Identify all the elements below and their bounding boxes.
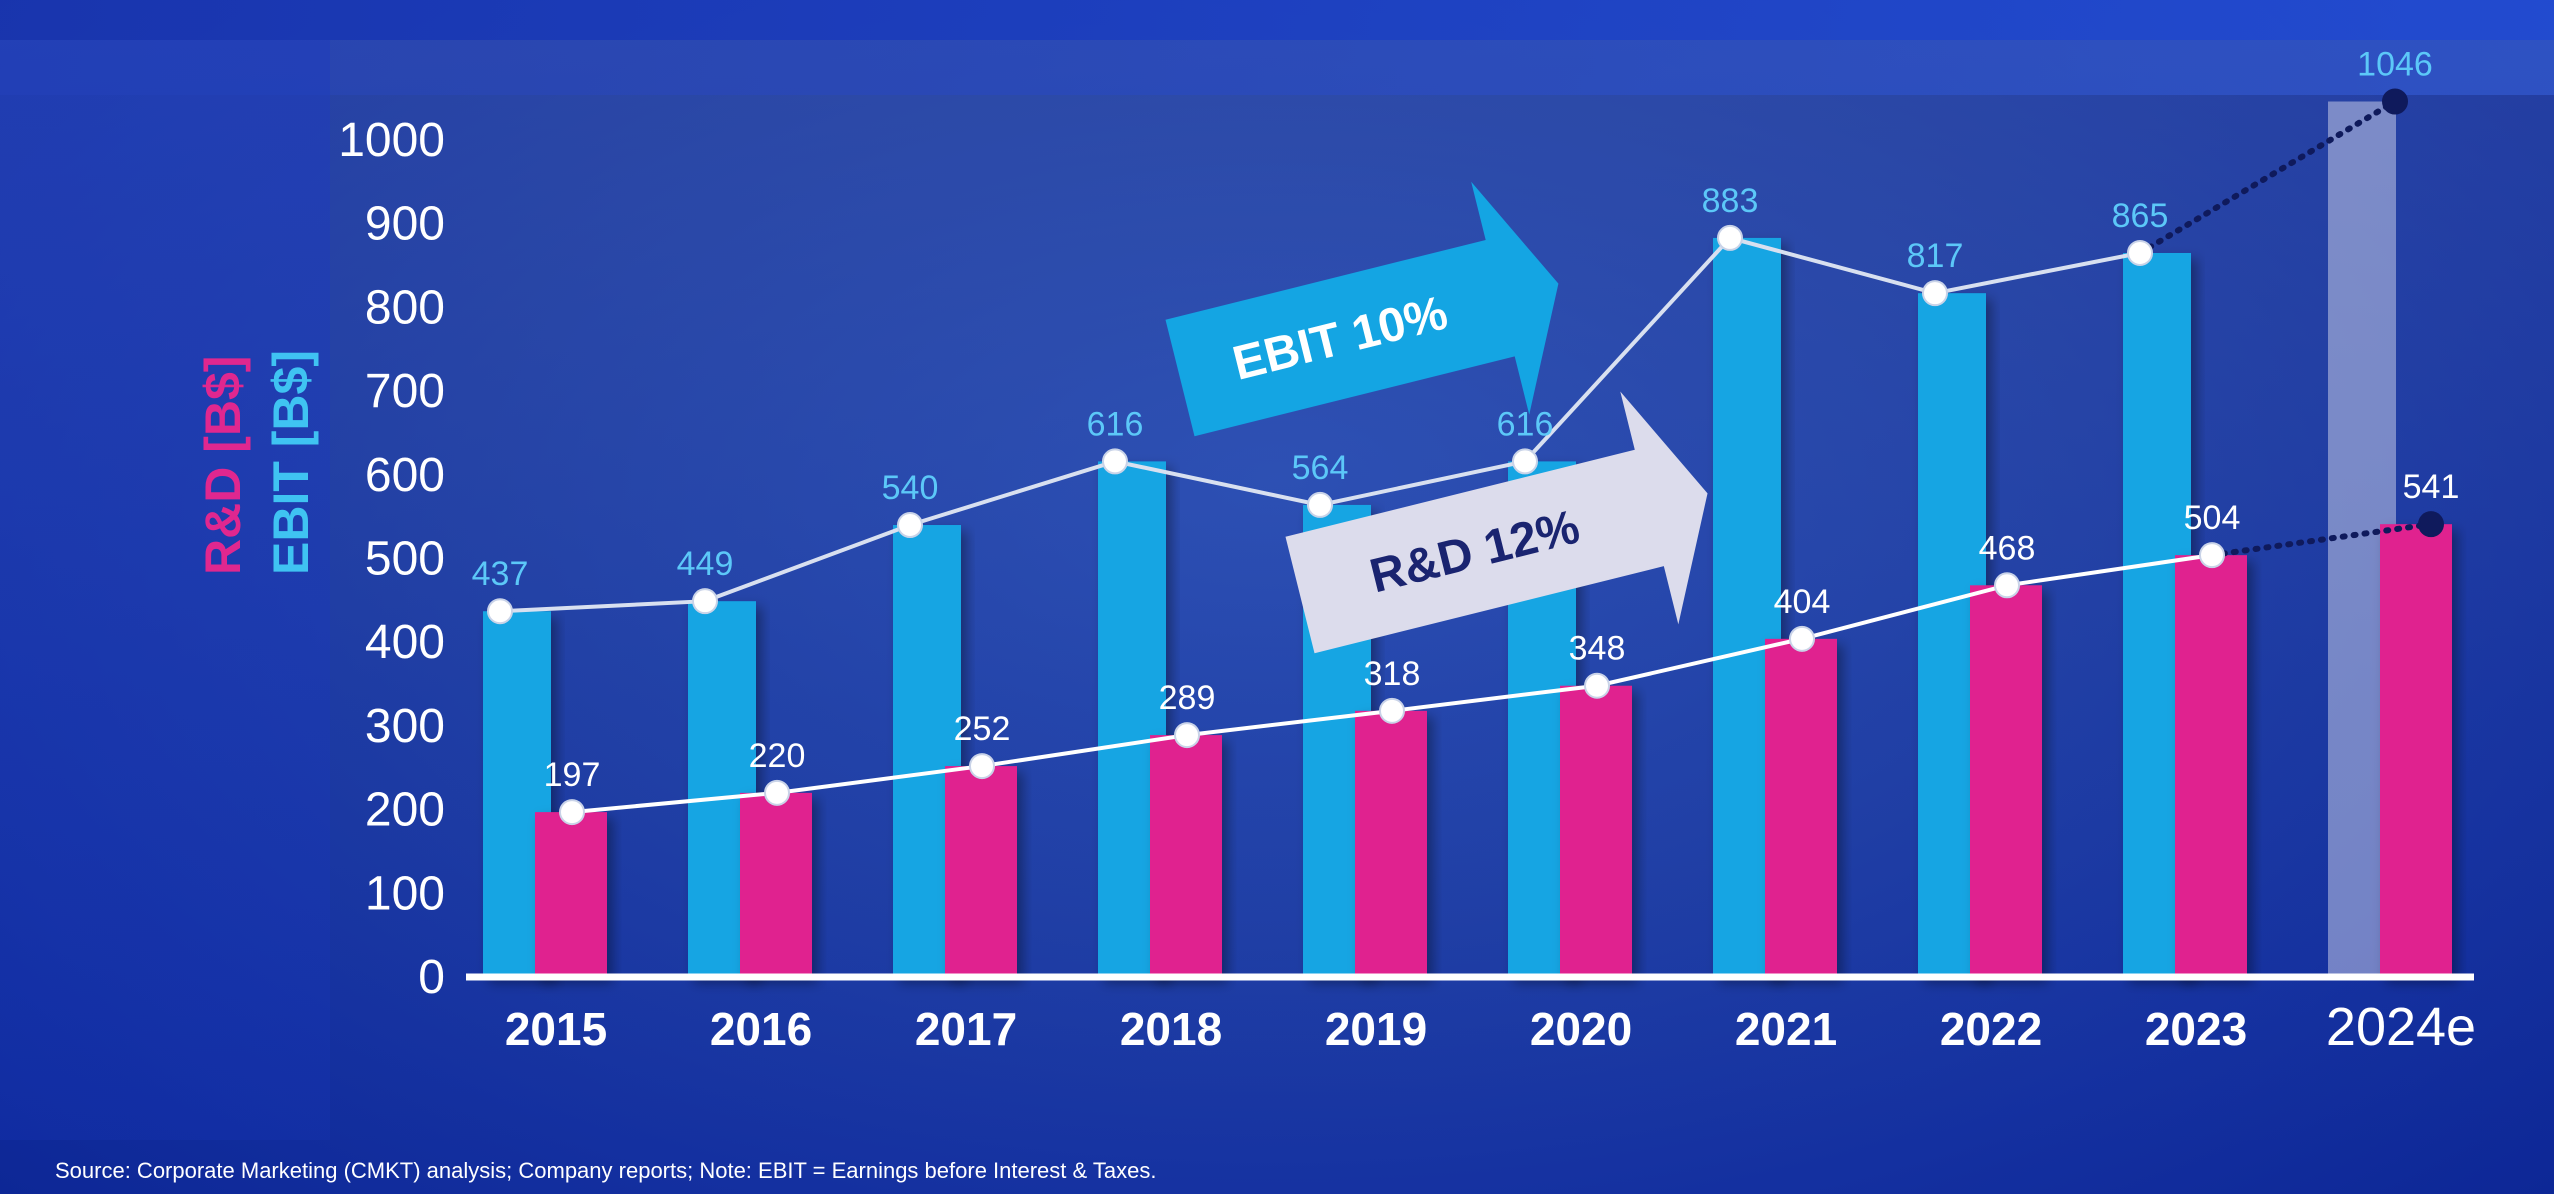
rd-data-label: 348: [1569, 630, 1626, 668]
x-tick-label: 2019: [1325, 1003, 1427, 1055]
x-tick-label: 2022: [1940, 1003, 2042, 1055]
y-tick-label: 0: [418, 951, 445, 1004]
x-tick-label: 2023: [2145, 1003, 2247, 1055]
ebit-data-label: 1046: [2357, 45, 2433, 83]
ebit-point: [1102, 448, 1128, 475]
rd-data-label: 468: [1979, 529, 2036, 567]
y-tick-label: 1000: [338, 114, 445, 167]
ebit-data-label: 817: [1907, 237, 1964, 275]
rd-growth-arrow-shape: [1285, 391, 1708, 654]
rd-point: [1584, 672, 1610, 699]
y-tick-label: 900: [365, 198, 445, 251]
ebit-point: [1307, 491, 1333, 518]
bar-rd: [945, 766, 1017, 977]
y-tick-label: 700: [365, 365, 445, 418]
bar-rd: [2380, 524, 2452, 977]
bar-rd: [1970, 585, 2042, 977]
rd-data-label: 197: [544, 756, 601, 794]
y-tick-label: 200: [365, 784, 445, 837]
y-tick-label: 800: [365, 281, 445, 334]
x-tick-label: 2016: [710, 1003, 812, 1055]
rd-point: [1379, 697, 1405, 724]
ebit-point: [2382, 88, 2408, 115]
y-axis-title-ebit: EBIT [B$]: [263, 350, 319, 575]
rd-point: [2199, 542, 2225, 569]
rd-forecast-line: [2209, 521, 2434, 559]
ebit-point: [1512, 448, 1538, 475]
ebit-point: [2127, 239, 2153, 266]
y-tick-label: 400: [365, 616, 445, 669]
rd-data-label: 220: [749, 737, 806, 775]
rd-data-label: 318: [1364, 655, 1421, 693]
x-tick-label: 2021: [1735, 1003, 1837, 1055]
rd-data-label: 541: [2403, 468, 2460, 506]
bar-rd: [1150, 735, 1222, 977]
rd-point: [969, 753, 995, 780]
ebit-data-label: 540: [882, 469, 939, 507]
rd-point: [1994, 572, 2020, 599]
rd-data-label: 404: [1774, 583, 1831, 621]
ebit-point: [487, 598, 513, 625]
ebit-growth-arrow: EBIT 10%: [1165, 181, 1559, 437]
bar-rd: [2175, 555, 2247, 977]
y-tick-label: 100: [365, 867, 445, 920]
bar-rd: [1355, 710, 1427, 977]
ebit-data-label: 865: [2112, 197, 2169, 235]
rd-data-label: 252: [954, 710, 1011, 748]
x-tick-label: 2024e: [2326, 997, 2476, 1057]
y-tick-label: 500: [365, 533, 445, 586]
bar-rd: [1765, 638, 1837, 977]
background-top-bar: [0, 0, 2554, 95]
x-tick-label: 2017: [915, 1003, 1017, 1055]
y-tick-label: 600: [365, 449, 445, 502]
x-tick-label: 2020: [1530, 1003, 1632, 1055]
source-note: Source: Corporate Marketing (CMKT) analy…: [55, 1158, 1157, 1183]
bar-rd: [740, 792, 812, 977]
x-tick-label: 2018: [1120, 1003, 1222, 1055]
ebit-growth-arrow-shape: [1165, 181, 1559, 437]
rd-point: [1174, 722, 1200, 749]
bar-rd: [535, 812, 607, 977]
background-sidebar: [0, 40, 330, 1140]
ebit-data-label: 616: [1087, 405, 1144, 443]
rd-point: [559, 799, 585, 826]
rd-data-label: 504: [2184, 499, 2241, 537]
ebit-data-label: 564: [1292, 449, 1349, 487]
ebit-point: [1922, 280, 1948, 307]
rd-data-label: 289: [1159, 679, 1216, 717]
rd-point: [1789, 625, 1815, 652]
ebit-point: [1717, 224, 1743, 251]
y-axis-title-rd: R&D [B$]: [195, 355, 251, 575]
ebit-data-label: 437: [472, 555, 529, 593]
rd-point: [2418, 511, 2444, 538]
rd-point: [764, 779, 790, 806]
x-tick-label: 2015: [505, 1003, 607, 1055]
ebit-point: [897, 512, 923, 539]
bar-rd: [1560, 685, 1632, 977]
ebit-point: [692, 588, 718, 615]
y-tick-label: 300: [365, 700, 445, 753]
ebit-data-label: 616: [1497, 405, 1554, 443]
rd-growth-arrow: R&D 12%: [1285, 391, 1708, 654]
ebit-data-label: 449: [677, 545, 734, 583]
ebit-data-label: 883: [1702, 182, 1759, 220]
